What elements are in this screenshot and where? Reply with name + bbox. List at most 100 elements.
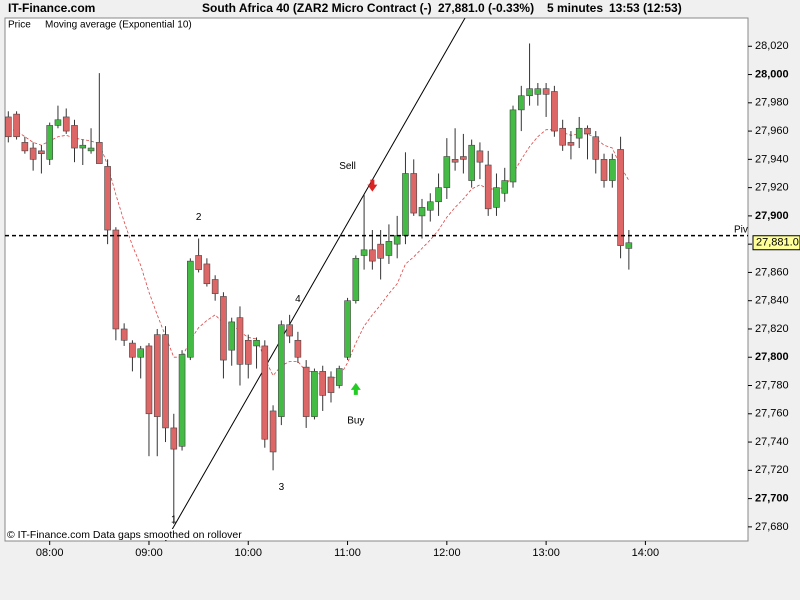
plot-layer — [5, 18, 633, 541]
candle-body — [87, 147, 95, 152]
x-tick-label: 11:00 — [334, 547, 361, 559]
candle-body — [575, 127, 583, 139]
x-tick-label: 13:00 — [532, 547, 560, 559]
candle-body — [617, 149, 624, 246]
candle-body — [253, 339, 260, 347]
last-price-label: 27,881.0 — [756, 237, 799, 249]
candle-body — [418, 207, 426, 217]
x-tick-label: 09:00 — [135, 547, 163, 559]
candle-body — [426, 201, 434, 211]
y-tick-label: 28,000 — [755, 68, 789, 80]
x-tick-label: 14:00 — [632, 547, 660, 559]
y-tick-label: 27,820 — [755, 323, 789, 335]
chart-title: South Africa 40 (ZAR2 Micro Contract (-) — [202, 1, 432, 15]
candle-body — [319, 371, 327, 396]
y-tick-label: 27,860 — [755, 266, 789, 278]
x-tick-label: 08:00 — [36, 547, 64, 559]
candle-body — [327, 376, 335, 393]
annotation: 2 — [196, 212, 202, 223]
y-tick-label: 27,680 — [755, 521, 789, 533]
y-tick-label: 28,020 — [755, 40, 789, 52]
candle-body — [335, 368, 343, 386]
annotation: Buy — [347, 415, 364, 426]
candle-body — [13, 113, 20, 138]
candle-body — [551, 91, 558, 132]
candle-body — [344, 300, 351, 358]
signal-arrow — [350, 382, 361, 395]
candle-body — [269, 410, 277, 453]
candle-body — [261, 345, 269, 440]
candle-body — [220, 296, 227, 361]
candle-body — [377, 243, 384, 259]
pivot-label: Piv — [734, 224, 748, 235]
candle-body — [162, 334, 169, 429]
candle-body — [501, 180, 509, 194]
candle-body — [435, 187, 442, 203]
candle-body — [302, 366, 310, 417]
candle-body — [517, 95, 525, 111]
candle-body — [46, 125, 53, 160]
y-tick-label: 27,780 — [755, 379, 789, 391]
candle-body — [244, 339, 252, 365]
candle-body — [195, 255, 202, 270]
candle-body — [153, 334, 161, 417]
candle-body — [625, 242, 633, 249]
candle-body — [137, 348, 144, 358]
annotation: 4 — [295, 294, 301, 305]
legend-moving-average: Moving average (Exponential 10) — [45, 20, 192, 31]
candle-body — [203, 263, 211, 285]
y-tick-label: 27,960 — [755, 125, 789, 137]
candle-body — [71, 125, 78, 149]
y-tick-label: 27,700 — [755, 493, 789, 505]
legend-price: Price — [8, 20, 31, 31]
candle-body — [178, 354, 186, 447]
candle-body — [526, 88, 533, 97]
candle-body — [534, 88, 542, 95]
y-tick-label: 27,720 — [755, 464, 789, 476]
candle-body — [385, 241, 393, 256]
plot-area — [4, 17, 749, 542]
y-tick-label: 27,760 — [755, 408, 789, 420]
candle-body — [600, 159, 608, 181]
interval: 5 minutes — [547, 1, 603, 15]
annotation: Sell — [339, 161, 356, 172]
x-tick-label: 10:00 — [234, 547, 262, 559]
candle-body — [584, 127, 591, 135]
footer-bg — [6, 529, 249, 540]
candle-body — [278, 324, 285, 417]
candle-body — [493, 187, 500, 208]
y-tick-label: 27,740 — [755, 436, 789, 448]
candle-body — [104, 166, 111, 231]
footer: © IT-Finance.com Data gaps smoothed on r… — [7, 529, 242, 541]
candle-body — [21, 142, 29, 152]
candle-body — [476, 150, 484, 163]
moving-average-line — [8, 127, 630, 379]
last-price-box — [752, 235, 800, 251]
candle-body — [410, 173, 418, 214]
candle-body — [96, 142, 103, 164]
y-tick-label: 27,840 — [755, 295, 789, 307]
candle-body — [62, 116, 70, 132]
candle-body — [211, 279, 219, 294]
candle-body — [187, 260, 194, 358]
candle-body — [38, 150, 45, 154]
annotation: 1 — [171, 514, 177, 525]
candle-body — [54, 119, 62, 126]
candle-body — [592, 136, 600, 160]
y-tick-label: 27,980 — [755, 97, 789, 109]
price-text: 27,881.0 (-0.33%) — [438, 1, 534, 15]
candle-body — [286, 324, 293, 337]
candle-body — [112, 229, 120, 330]
candle-body — [443, 156, 451, 188]
candle-body — [393, 235, 401, 245]
candle-body — [559, 127, 566, 146]
candle-body — [311, 371, 318, 417]
x-tick-label: 12:00 — [433, 547, 461, 559]
candle-body — [29, 147, 37, 160]
candle-body — [509, 109, 517, 183]
candle-body — [79, 144, 87, 149]
candle-body — [120, 328, 128, 341]
candle-body — [402, 173, 409, 236]
